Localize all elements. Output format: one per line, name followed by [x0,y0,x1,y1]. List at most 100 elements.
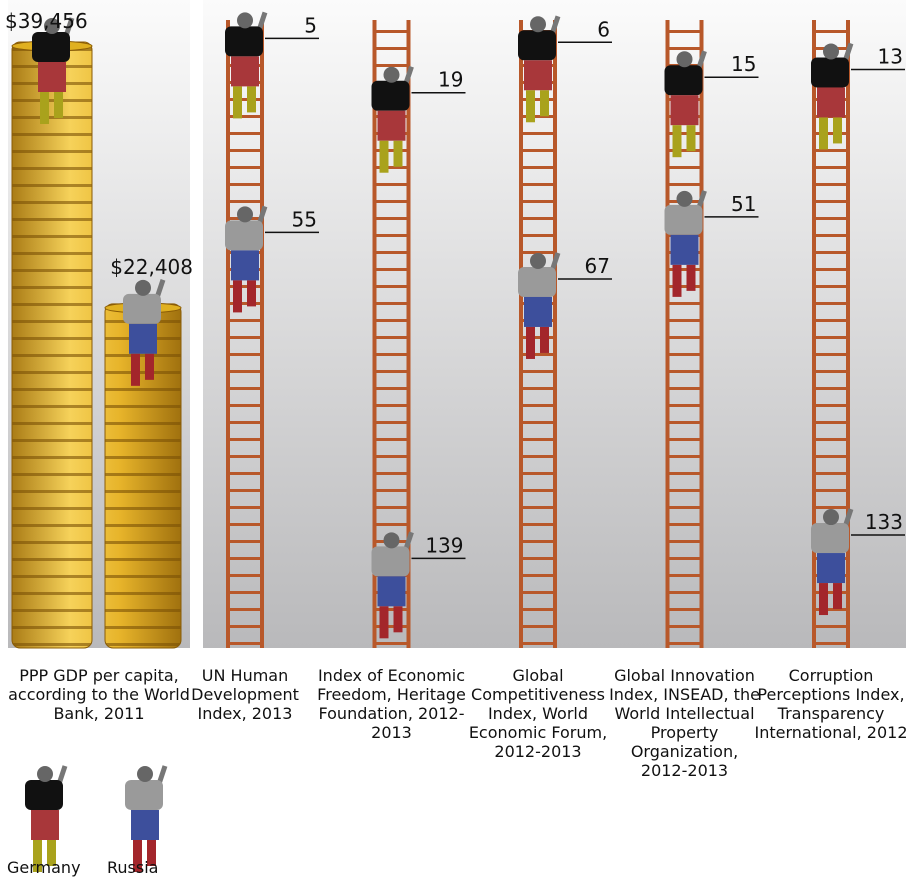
ladder-rail [260,20,264,648]
ladder-rung [228,438,262,441]
ladder-rung [228,336,262,339]
ladder-rung [375,302,409,305]
ladder-rung [375,642,409,645]
ladder-rung [228,642,262,645]
ladder-rung [521,421,555,424]
ladder-rung [521,455,555,458]
climber [25,766,65,872]
infographic: $39,456$22,40855519139667155113133 PPP G… [0,0,906,877]
ladder-rung [521,472,555,475]
ladder-rung [228,506,262,509]
ladder-rung [228,625,262,628]
ladder-rung [521,506,555,509]
caption: Corruption Perceptions Index, Transparen… [753,666,906,742]
ladder-rung [375,506,409,509]
leg [673,125,682,157]
torso [518,30,556,60]
climber [125,766,165,872]
head [137,766,153,782]
caption: UN Human Development Index, 2013 [167,666,323,723]
ladder-rung [668,387,702,390]
ladder-rung [814,421,848,424]
ladder-rung [228,472,262,475]
leg [833,117,842,143]
coin-stack [105,304,181,648]
head [677,51,693,67]
ladder-rung [521,642,555,645]
ladder-rung [814,625,848,628]
ladder-rung [375,489,409,492]
rank-label: 133 [865,510,903,534]
ladder-rung [228,489,262,492]
torso [32,32,70,62]
rank-label: 139 [425,533,463,557]
rank-label: 5 [304,13,317,37]
rank-label: 13 [878,44,903,68]
ladder-rung [521,489,555,492]
torso [225,26,263,56]
rank-label: 15 [731,52,756,76]
hips [524,297,552,327]
ladder-rung [668,489,702,492]
ladder-rung [375,200,409,203]
head [384,532,400,548]
ladder-rung [521,387,555,390]
leg [687,265,696,291]
hips [817,87,845,117]
ladder-rung [814,268,848,271]
leg [145,354,154,380]
head [37,766,53,782]
ladder-rung [814,489,848,492]
ladder-rung [228,132,262,135]
leg [380,141,389,173]
ladder-rung [814,30,848,33]
ladder-rung [375,217,409,220]
ladder-rung [814,217,848,220]
ladder-rung [668,506,702,509]
ladder-rung [228,387,262,390]
hips [671,95,699,125]
hips [38,62,66,92]
ladder-rung [521,149,555,152]
value-label: $39,456 [5,9,88,33]
leg [687,125,696,151]
caption: Global Competitiveness Index, World Econ… [460,666,616,761]
hips [671,235,699,265]
ladder-rung [228,523,262,526]
ladder-rung [668,472,702,475]
head [384,67,400,83]
ladder-rung [521,523,555,526]
legend-label: Russia [107,858,158,877]
ladder-rail [553,20,557,648]
hips [129,324,157,354]
ladder-rung [814,336,848,339]
ladder-rung [814,370,848,373]
ladder-rung [521,591,555,594]
ladder-rung [375,472,409,475]
ladder-rung [668,523,702,526]
ladder-rung [814,404,848,407]
head [823,509,839,525]
ladder-rung [668,591,702,594]
rank-label: 51 [731,192,756,216]
ladder-rung [668,438,702,441]
torso [123,294,161,324]
ladder-rung [521,540,555,543]
ladder-rung [228,591,262,594]
ladder-rung [375,387,409,390]
ladder-rung [228,319,262,322]
ladder-rung [375,404,409,407]
ladder-rung [228,557,262,560]
ladder-rung [668,557,702,560]
ladder-rung [375,455,409,458]
ladder-rung [668,540,702,543]
leg [131,354,140,386]
ladder-rung [375,183,409,186]
ladder-rung [814,387,848,390]
ladder-rung [668,574,702,577]
head [237,206,253,222]
ladder-rung [668,353,702,356]
ladder-rung [521,608,555,611]
leg [54,92,63,118]
ladder-rung [814,506,848,509]
